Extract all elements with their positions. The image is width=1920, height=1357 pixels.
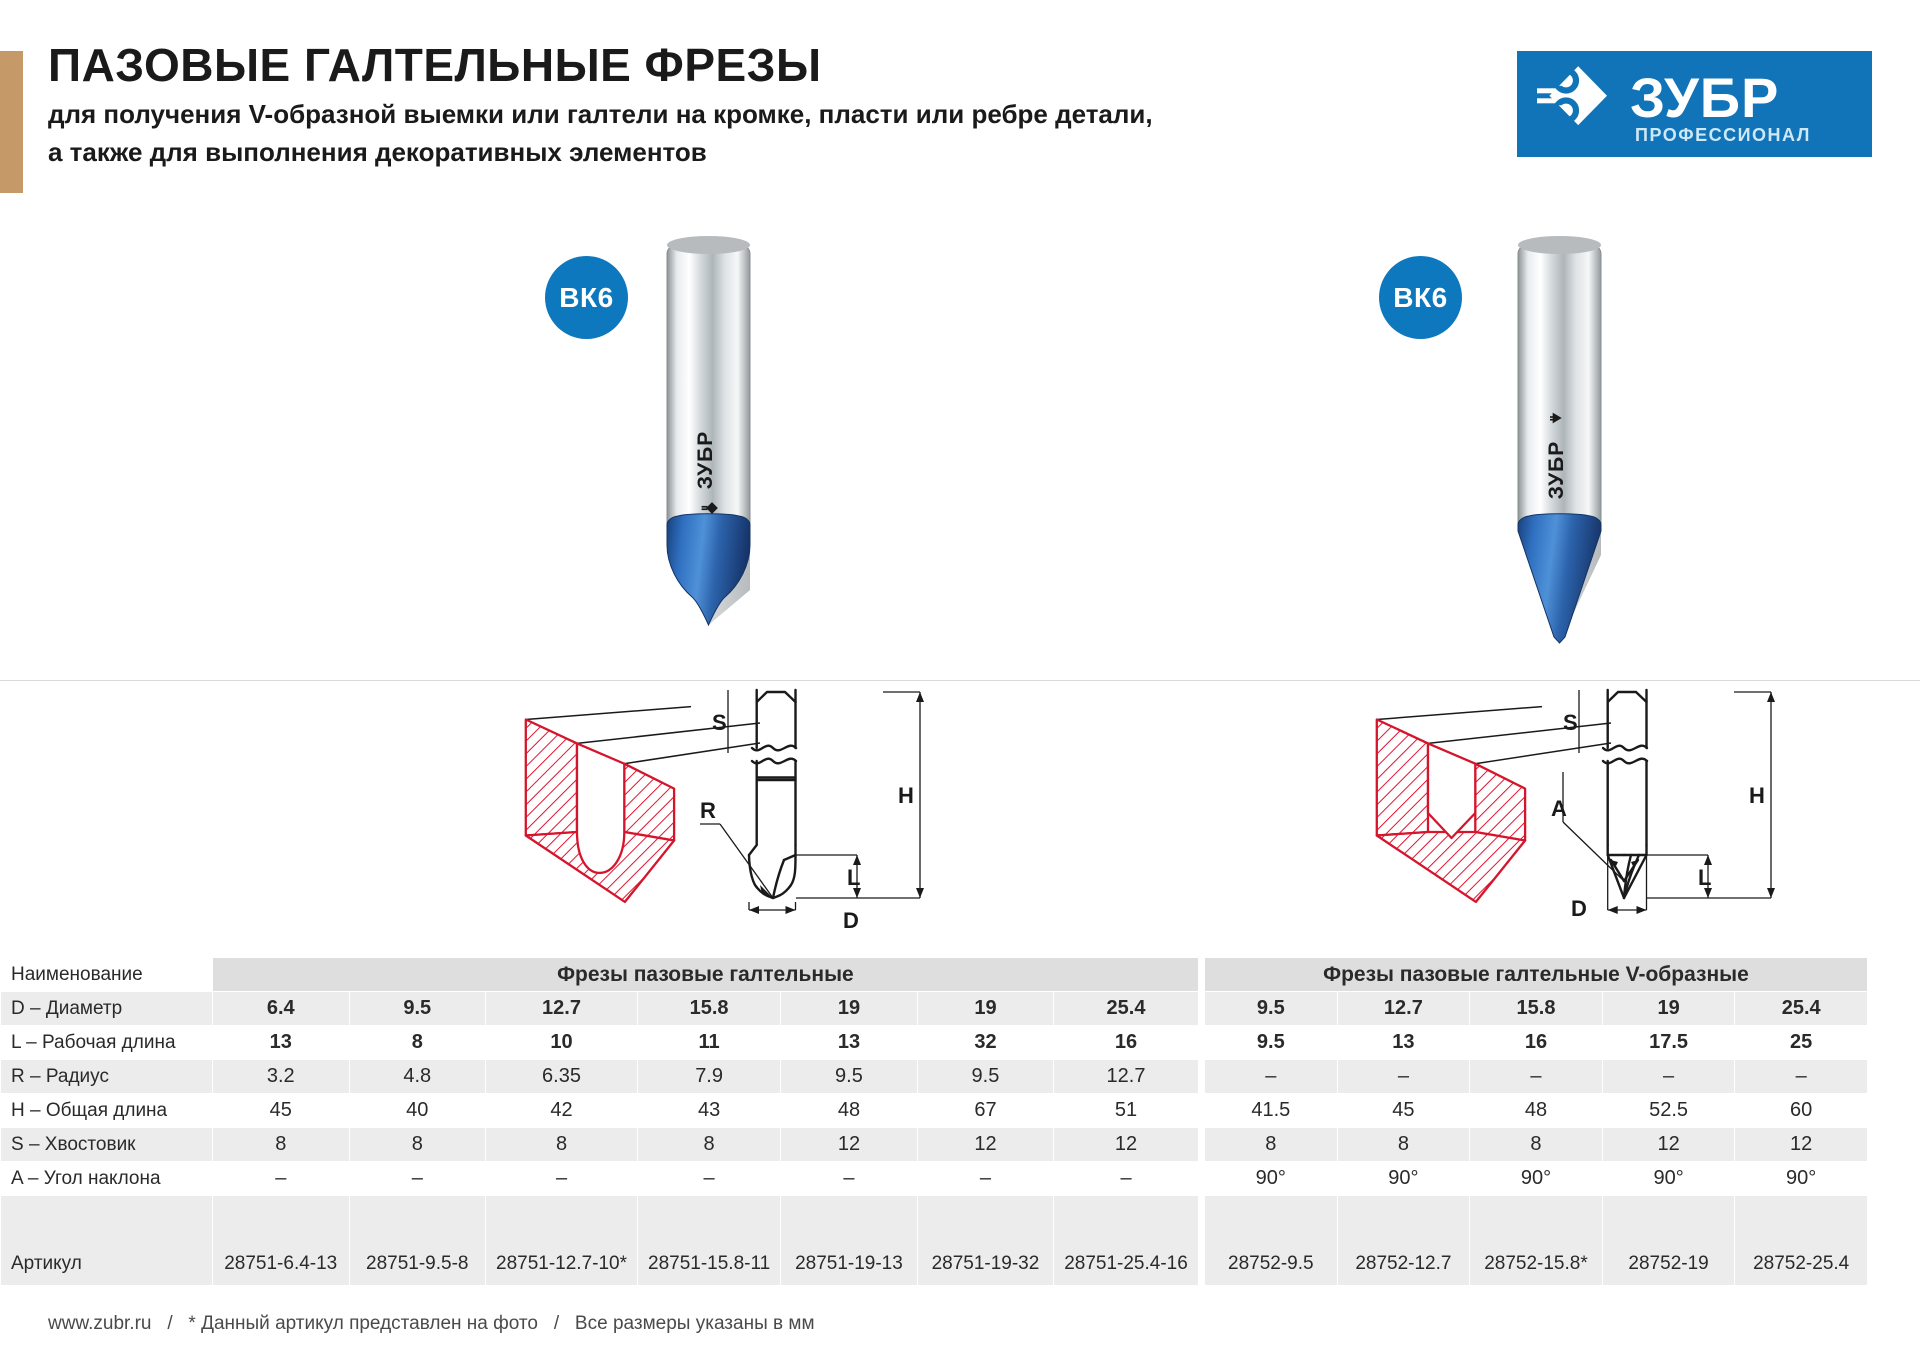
- svg-text:ЗУБР: ЗУБР: [1545, 441, 1568, 500]
- svg-text:L: L: [1698, 865, 1711, 890]
- svg-text:A: A: [1551, 796, 1567, 821]
- svg-text:R: R: [700, 798, 716, 823]
- svg-text:L: L: [847, 865, 860, 890]
- svg-text:H: H: [1749, 783, 1765, 808]
- svg-text:S: S: [1563, 710, 1578, 735]
- svg-text:D: D: [843, 908, 859, 933]
- svg-text:S: S: [712, 710, 727, 735]
- svg-text:H: H: [898, 783, 914, 808]
- svg-text:ЗУБР: ЗУБР: [694, 431, 717, 490]
- svg-text:D: D: [1571, 896, 1587, 921]
